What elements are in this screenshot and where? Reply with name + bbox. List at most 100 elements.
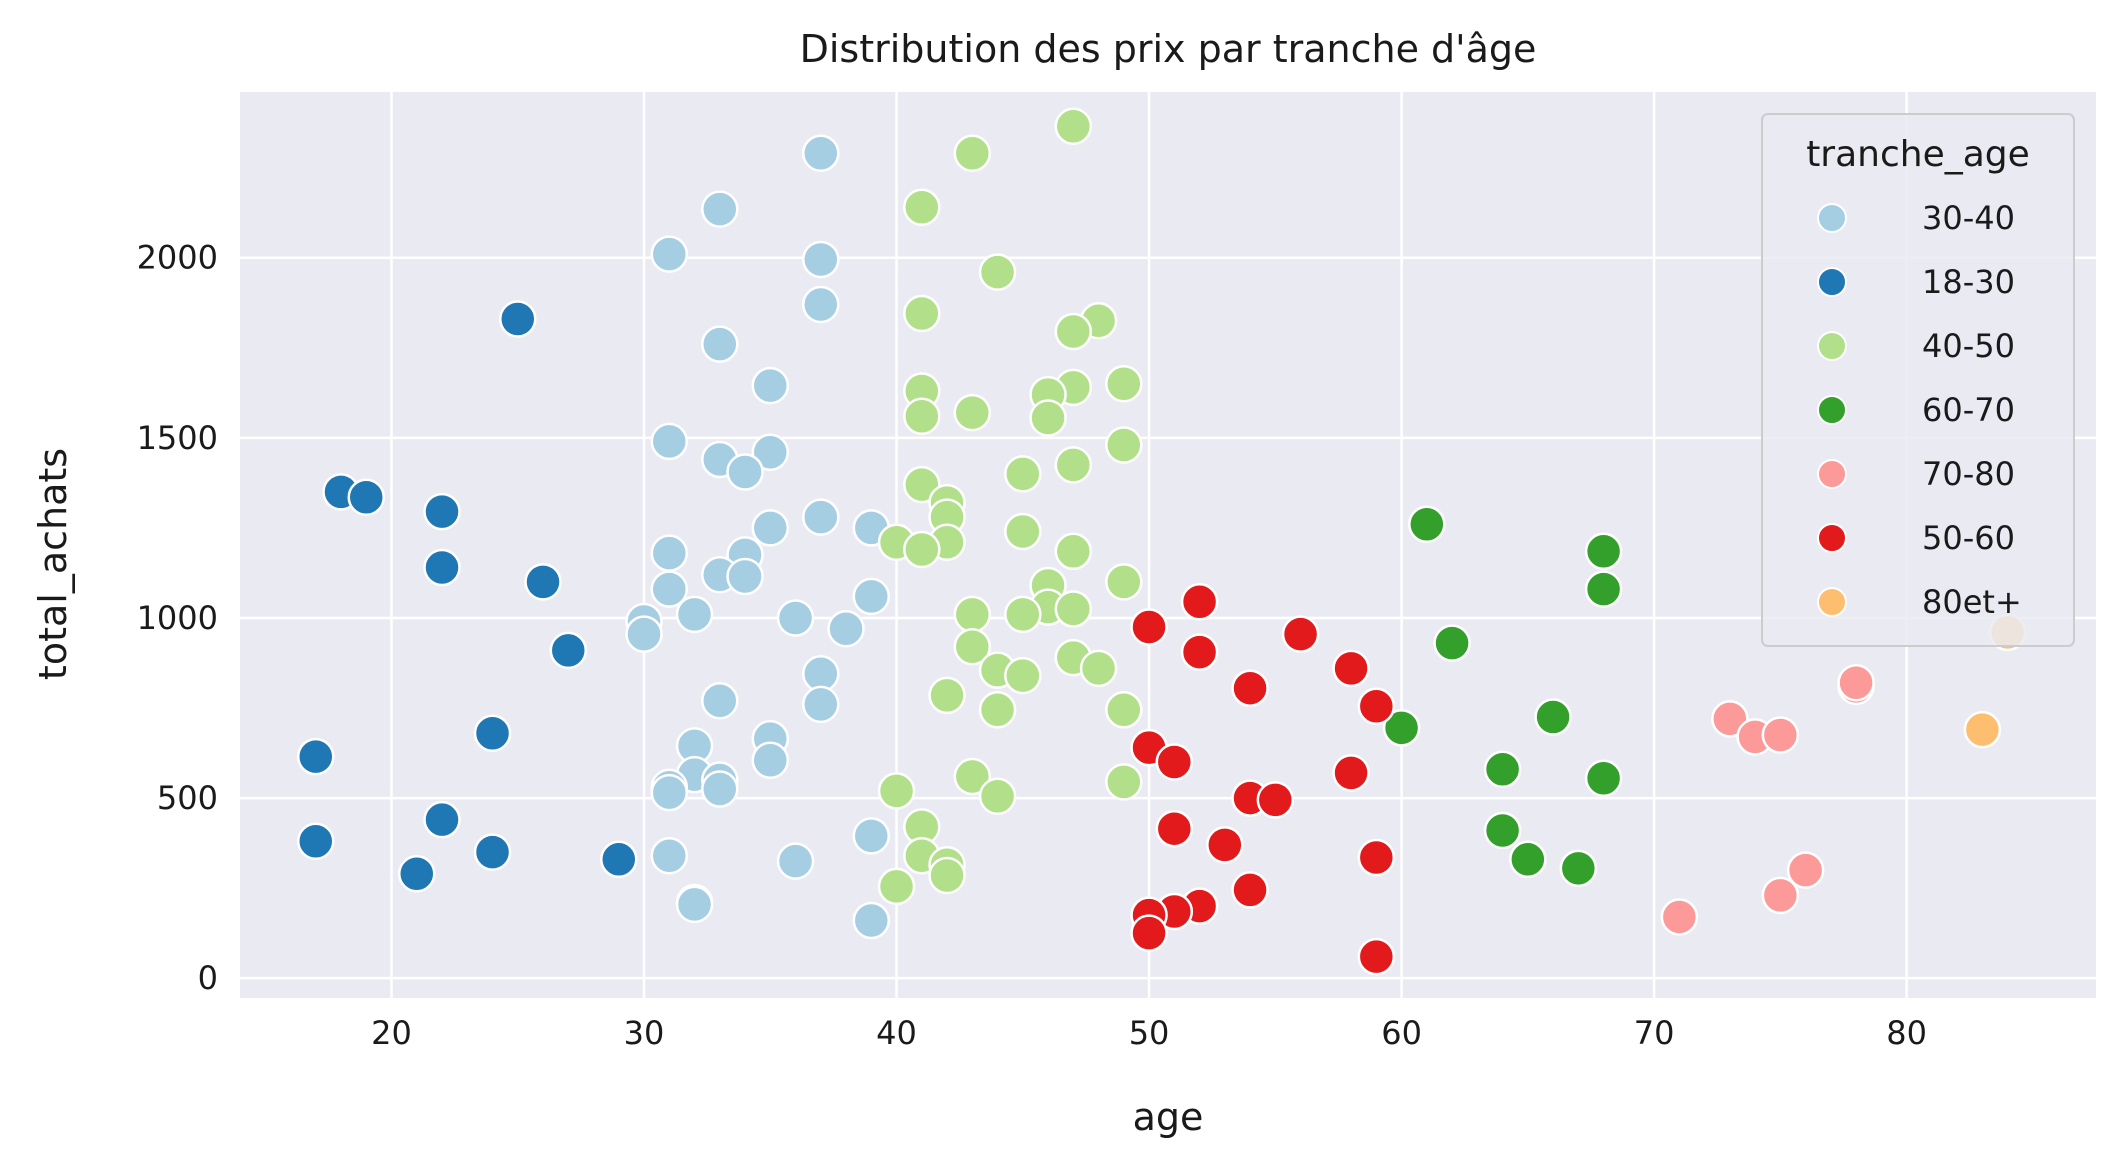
data-point [701, 682, 739, 720]
data-point [675, 595, 714, 634]
legend-items: 30-40 18-30 40-50 60-70 70-80 50-60 80et+ [1817, 199, 2022, 621]
legend-box [1761, 113, 2075, 647]
data-point [1231, 871, 1269, 909]
legend-title: tranche_age [1806, 134, 2030, 175]
legend-marker [1817, 459, 1847, 489]
data-point [852, 901, 891, 940]
data-point [953, 134, 992, 172]
data-point [1408, 505, 1446, 544]
data-point [802, 285, 840, 324]
data-point [1963, 710, 2002, 749]
data-point [1761, 716, 1800, 754]
legend-marker [1817, 523, 1847, 553]
y-tick-labels: 0 500 1000 1500 2000 [137, 239, 218, 997]
data-point [1761, 876, 1800, 915]
data-point [1483, 811, 1522, 850]
legend-label: 80et+ [1922, 583, 2022, 621]
data-point [650, 836, 689, 875]
data-point [1281, 615, 1320, 653]
data-point [1357, 937, 1396, 976]
data-point [1155, 743, 1194, 781]
data-point [1054, 532, 1093, 571]
data-point [877, 772, 916, 810]
legend-label: 30-40 [1922, 199, 2015, 237]
x-tick-label: 80 [1886, 1014, 1927, 1052]
data-point [1004, 455, 1042, 493]
data-point [751, 366, 790, 405]
data-point [903, 294, 941, 333]
data-point [903, 465, 941, 504]
x-tick-labels: 20 30 40 50 60 70 80 [371, 1014, 1927, 1052]
data-point [650, 570, 689, 608]
data-point [1105, 691, 1143, 729]
data-point [953, 757, 992, 796]
data-point [776, 599, 815, 637]
data-point [1357, 838, 1396, 877]
y-tick-label: 1500 [137, 419, 218, 457]
data-point [928, 856, 966, 895]
data-point [398, 854, 436, 893]
data-point [726, 557, 764, 596]
data-point [1054, 107, 1093, 145]
data-point [499, 300, 537, 338]
data-point [1534, 698, 1572, 736]
legend-label: 60-70 [1922, 391, 2015, 429]
y-axis-label: total_achats [31, 448, 75, 680]
data-point [1357, 687, 1396, 725]
data-point [1105, 763, 1143, 801]
data-point [953, 393, 992, 432]
data-point [1079, 649, 1118, 688]
data-point [1105, 426, 1143, 464]
legend-label: 70-80 [1922, 455, 2015, 493]
data-point [650, 422, 689, 461]
data-point [978, 777, 1017, 816]
data-point [852, 577, 891, 616]
x-tick-label: 20 [371, 1014, 412, 1052]
legend-marker [1817, 203, 1847, 233]
data-point [1180, 633, 1219, 671]
x-tick-label: 40 [876, 1014, 917, 1052]
legend-label: 50-60 [1922, 519, 2015, 557]
data-point [802, 240, 840, 279]
data-point [1584, 759, 1623, 798]
data-point [751, 433, 790, 471]
data-point [1180, 582, 1219, 621]
legend-label: 40-50 [1922, 327, 2015, 365]
data-point [1231, 669, 1269, 707]
y-tick-label: 2000 [137, 239, 218, 277]
data-point [978, 253, 1017, 291]
data-points [297, 107, 2027, 976]
y-tick-label: 500 [157, 779, 218, 817]
data-point [903, 397, 941, 435]
data-point [802, 498, 840, 536]
data-point [1584, 532, 1623, 571]
legend: tranche_age 30-40 18-30 40-50 60-70 70-80 50-… [1761, 113, 2075, 647]
data-point [1584, 570, 1623, 608]
data-point [1155, 809, 1194, 848]
data-point [423, 548, 461, 587]
data-point [726, 453, 764, 491]
data-point [1711, 700, 1749, 738]
x-tick-label: 50 [1129, 1014, 1170, 1052]
data-point [953, 628, 992, 666]
data-point [903, 188, 941, 227]
data-point [675, 885, 714, 924]
data-point [701, 190, 739, 228]
data-point [928, 676, 966, 715]
data-point [1786, 851, 1825, 889]
data-point [1660, 898, 1699, 936]
data-point [347, 478, 386, 517]
legend-marker [1817, 395, 1847, 425]
data-point [297, 822, 335, 861]
data-point [776, 842, 815, 880]
data-point [1559, 849, 1598, 888]
data-point [1332, 754, 1370, 792]
data-point [1029, 399, 1067, 437]
data-point [802, 134, 840, 172]
data-point [423, 800, 461, 839]
legend-marker [1817, 267, 1847, 297]
data-point [1382, 709, 1421, 747]
data-point [1837, 664, 1875, 702]
x-tick-label: 70 [1634, 1014, 1675, 1052]
